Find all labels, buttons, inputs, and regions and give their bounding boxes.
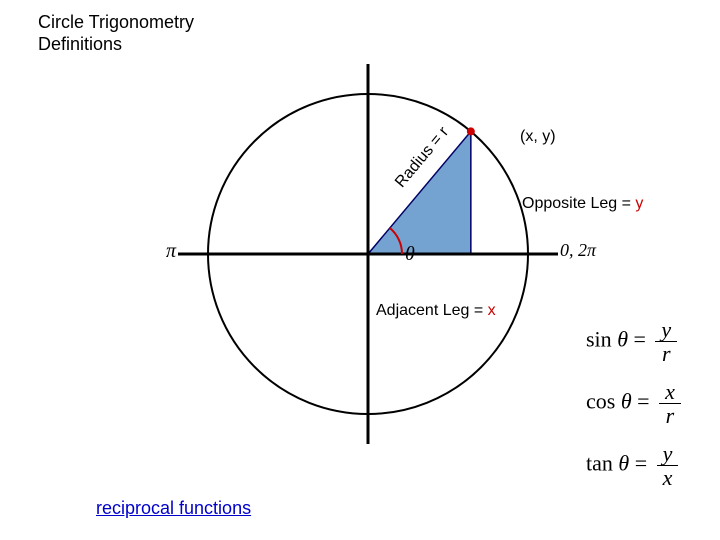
- opposite-leg-label: Opposite Leg = y: [522, 195, 643, 213]
- tan-formula: tan θ = y x: [586, 442, 678, 489]
- tan-den: x: [657, 466, 679, 489]
- cos-formula: cos θ = x r: [586, 380, 681, 427]
- tan-num: y: [657, 442, 679, 466]
- adjacent-leg-var: x: [488, 302, 496, 319]
- sin-fn: sin: [586, 327, 612, 352]
- cos-num: x: [659, 380, 681, 404]
- opposite-leg-text: Opposite Leg =: [522, 195, 635, 212]
- reciprocal-functions-text: reciprocal functions: [96, 498, 251, 518]
- zero-2pi-text: 0, 2π: [560, 240, 596, 260]
- cos-den: r: [659, 404, 681, 427]
- theta-symbol: θ: [405, 243, 415, 265]
- theta-label: θ: [405, 243, 415, 266]
- cos-fn: cos: [586, 389, 615, 414]
- adjacent-leg-text: Adjacent Leg =: [376, 302, 488, 319]
- pi-label: π: [166, 240, 176, 263]
- adjacent-leg-label: Adjacent Leg = x: [376, 302, 496, 320]
- pi-symbol: π: [166, 240, 176, 262]
- opposite-leg-var: y: [635, 195, 643, 212]
- tan-fn: tan: [586, 451, 613, 476]
- sin-formula: sin θ = y r: [586, 318, 677, 365]
- point-label-text: (x, y): [520, 128, 556, 145]
- sin-den: r: [655, 342, 677, 365]
- reciprocal-functions-link[interactable]: reciprocal functions: [96, 498, 251, 519]
- point-label: (x, y): [520, 128, 556, 146]
- zero-2pi-label: 0, 2π: [560, 240, 596, 261]
- sin-num: y: [655, 318, 677, 342]
